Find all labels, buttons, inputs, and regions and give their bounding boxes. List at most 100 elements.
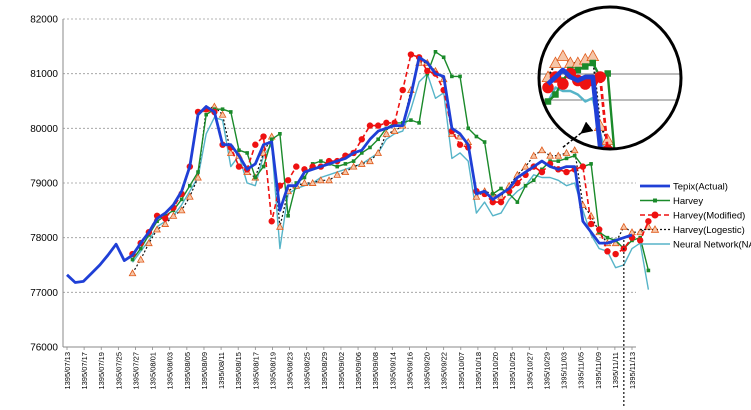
x-tick-label: 1395/07/25 [114,352,123,390]
x-tick-label: 1395/10/18 [474,352,483,390]
data-point [374,122,382,129]
data-point [531,178,536,183]
data-point [639,162,651,174]
data-point [441,55,446,60]
y-tick-label: 77000 [30,288,58,299]
data-point [286,214,290,218]
x-tick-label: 1395/10/29 [542,352,551,390]
data-point [333,170,342,178]
data-point [582,63,589,70]
x-tick-label: 1395/08/15 [234,352,243,390]
data-point [605,235,610,240]
data-point [284,177,292,184]
data-point [153,225,161,233]
data-point [390,127,399,135]
data-point [589,162,593,166]
data-point [368,145,372,150]
data-point [562,148,571,156]
data-point [523,183,528,188]
data-point [472,192,481,200]
data-point [594,71,606,83]
legend-item: Tepix(Actual) [640,182,728,193]
data-point [343,162,348,166]
data-point [574,66,582,74]
data-point [252,141,259,148]
x-tick-label: 1395/08/11 [217,352,226,389]
series-line [66,55,633,284]
series-neural-network [131,72,650,290]
data-point [556,159,561,163]
series-line [131,62,649,274]
data-point [276,222,284,230]
x-tick-label: 1395/09/08 [371,352,380,390]
legend-label: Harvey(Logestic) [673,225,745,236]
data-point [489,198,496,206]
data-point [521,162,530,170]
x-tick-label: 1395/08/23 [286,352,295,390]
data-point [546,151,554,159]
data-point [552,91,559,98]
data-point [179,197,184,202]
data-point [604,70,611,77]
data-point [259,148,268,156]
data-point [609,152,621,164]
data-point [624,183,636,195]
legend: Tepix(Actual) Harvey Harvey(Modified) Harve… [640,182,751,251]
y-tick-label: 76000 [30,343,58,354]
data-point [499,186,503,191]
data-point [570,146,579,154]
data-point [196,170,200,174]
y-tick-label: 82000 [30,15,58,26]
data-point [482,140,487,144]
x-tick-label: 1395/10/25 [508,352,517,390]
data-point [302,175,307,180]
data-point [235,163,243,170]
data-point [542,81,554,94]
data-point [619,222,628,230]
data-point [557,78,569,90]
data-point [245,151,249,155]
data-point [325,176,333,184]
series-tepix-actual [66,55,633,284]
data-point [366,157,374,165]
data-point [218,110,227,118]
data-point [300,178,309,186]
data-point [627,168,633,174]
data-point [433,50,438,54]
data-point [529,151,538,159]
data-point [564,156,569,161]
x-tick-label: 1395/08/01 [149,352,158,390]
x-tick-label: 1395/08/17 [251,352,260,390]
data-point [253,175,258,180]
data-point [138,246,143,251]
data-point [456,141,464,148]
data-point [549,56,562,69]
data-point [374,148,383,156]
data-point [341,168,350,176]
y-tick-label: 81000 [30,69,58,80]
data-point [169,211,178,219]
x-axis: 1395/07/13 1395/07/17 1395/07/19 1395/07/25… [63,346,637,390]
data-point [308,178,317,186]
data-point [269,137,274,142]
data-point [316,176,325,184]
x-tick-label: 1395/11/03 [560,352,569,389]
x-tick-label: 1395/08/09 [200,352,209,390]
data-point [409,118,413,122]
data-point [185,192,194,200]
data-point [587,220,595,228]
data-point [651,211,659,219]
data-point [636,228,645,236]
x-tick-label: 1395/11/05 [577,352,586,389]
data-point [161,219,170,227]
data-point [639,155,651,165]
x-tick-label: 1395/07/13 [63,352,72,390]
y-tick-label: 78000 [30,233,58,244]
data-point [376,137,380,142]
data-point [617,180,629,192]
data-point [130,257,135,262]
data-point [631,147,644,149]
data-point [278,132,282,136]
data-point [194,173,202,181]
